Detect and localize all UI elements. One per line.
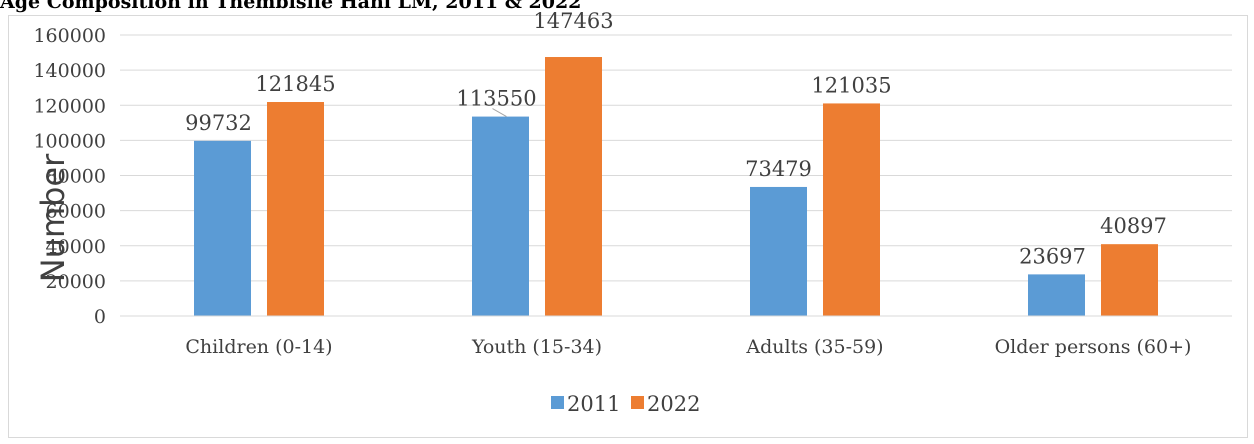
y-tick-label: 120000 [33, 95, 106, 117]
legend-swatch-2022 [631, 396, 644, 409]
x-tick-label: Children (0-14) [185, 336, 332, 358]
legend-label-2022: 2022 [647, 392, 700, 416]
bar-2022 [1101, 244, 1158, 316]
data-label: 99732 [185, 111, 252, 135]
x-tick-label: Older persons (60+) [995, 336, 1192, 358]
y-tick-label: 0 [94, 306, 106, 328]
data-label: 147463 [533, 9, 613, 33]
y-tick-label: 80000 [46, 166, 106, 188]
bar-2022 [545, 57, 602, 317]
y-tick-label: 60000 [46, 201, 106, 223]
y-tick-label: 100000 [33, 130, 106, 152]
bar-2022 [267, 102, 324, 316]
y-tick-label: 40000 [46, 236, 106, 258]
data-label: 40897 [1100, 214, 1167, 238]
chart-title: Age Composition in Thembisile Hani LM, 2… [0, 0, 582, 13]
y-tick-label: 140000 [33, 60, 106, 82]
data-label: 23697 [1019, 244, 1086, 268]
bar-2011 [194, 140, 251, 316]
y-tick-label: 160000 [33, 25, 106, 47]
bar-2011 [1028, 274, 1085, 316]
x-tick-label: Adults (35-59) [745, 336, 883, 358]
legend-label-2011: 2011 [567, 392, 620, 416]
bar-2011 [472, 116, 529, 316]
data-label: 113550 [456, 87, 536, 111]
data-label: 73479 [745, 157, 812, 181]
data-label: 121845 [255, 72, 335, 96]
data-label-leader [492, 108, 507, 118]
y-tick-label: 20000 [46, 271, 106, 293]
x-tick-label: Youth (15-34) [471, 336, 602, 358]
y-axis-label: Number [34, 153, 72, 282]
legend-swatch-2011 [551, 396, 564, 409]
bar-2022 [823, 103, 880, 316]
bar-2011 [750, 186, 807, 316]
data-label: 121035 [811, 73, 891, 97]
